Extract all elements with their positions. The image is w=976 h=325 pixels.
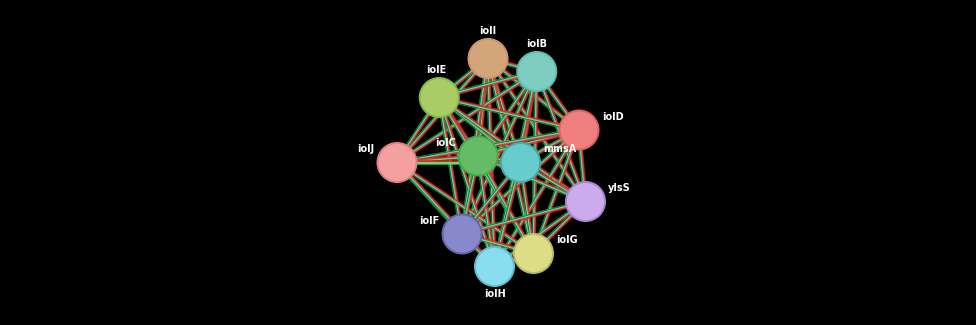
Circle shape — [420, 78, 459, 117]
Circle shape — [561, 112, 597, 148]
Text: iolI: iolI — [479, 26, 497, 36]
Text: iolC: iolC — [434, 138, 456, 148]
Circle shape — [474, 247, 514, 286]
Circle shape — [377, 143, 417, 182]
Circle shape — [422, 80, 457, 115]
Circle shape — [379, 145, 415, 180]
Circle shape — [566, 182, 605, 221]
Circle shape — [513, 234, 553, 273]
Circle shape — [470, 41, 506, 76]
Text: mmsA: mmsA — [544, 144, 577, 154]
Circle shape — [559, 110, 599, 150]
Text: iolJ: iolJ — [357, 144, 374, 154]
Circle shape — [476, 249, 512, 284]
Circle shape — [568, 184, 603, 219]
Text: iolB: iolB — [526, 39, 548, 49]
Circle shape — [444, 216, 480, 252]
Text: iolD: iolD — [602, 112, 624, 122]
Text: iolH: iolH — [484, 289, 506, 299]
Circle shape — [501, 143, 541, 182]
Circle shape — [442, 214, 482, 254]
Text: iolE: iolE — [426, 65, 446, 75]
Circle shape — [517, 52, 556, 91]
Circle shape — [468, 39, 508, 78]
Circle shape — [519, 54, 554, 89]
Circle shape — [503, 145, 539, 180]
Text: ylsS: ylsS — [608, 183, 631, 193]
Circle shape — [515, 236, 551, 271]
Text: iolF: iolF — [419, 216, 439, 226]
Circle shape — [461, 138, 496, 174]
Circle shape — [459, 136, 498, 176]
Text: iolG: iolG — [556, 235, 578, 245]
